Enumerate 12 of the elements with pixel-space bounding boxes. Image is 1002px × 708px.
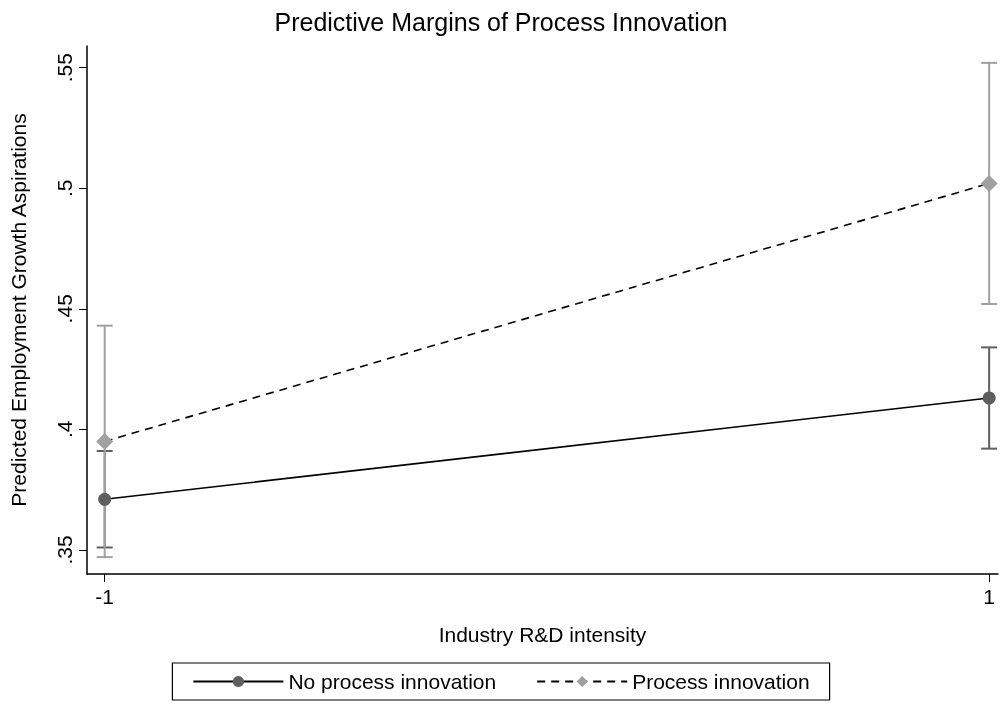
chart-title: Predictive Margins of Process Innovation: [274, 7, 728, 36]
legend-label: Process innovation: [632, 670, 810, 693]
legend-label: No process innovation: [288, 670, 497, 693]
y-tick-label: .5: [53, 179, 76, 197]
y-tick-label: .4: [53, 420, 76, 439]
x-tick-label: -1: [95, 585, 115, 608]
y-tick-label: .55: [53, 53, 76, 83]
x-axis-title: Industry R&D intensity: [438, 623, 647, 646]
y-tick-label: .35: [53, 535, 76, 565]
y-axis-title: Predicted Employment Growth Aspirations: [7, 113, 30, 507]
y-tick-label: .45: [53, 294, 76, 324]
x-tick-label: 1: [983, 585, 995, 608]
